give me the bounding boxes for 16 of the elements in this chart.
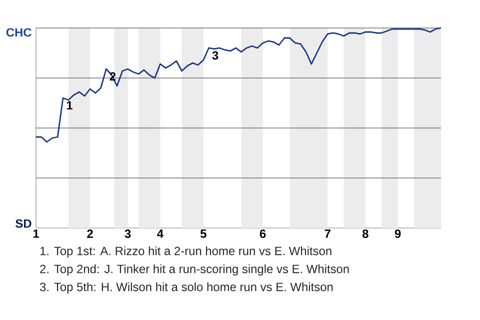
text: 3. Top 5th: H. Wilson hit a solo home run vs E. Whitson: [40, 282, 333, 294]
text: SD: [16, 219, 32, 228]
x-tick-label: 2: [87, 230, 93, 238]
text: 2. Top 2nd: J. Tinker hit a run-scoring single vs E. Whitson: [40, 264, 349, 276]
x-tick-label: 9: [394, 230, 401, 238]
text: 1. Top 1st: A. Rizzo hit a 2-run home run vs E. Whitson: [40, 246, 332, 258]
x-tick-label: 1: [33, 230, 39, 238]
x-tick-label: 5: [200, 230, 206, 238]
x-tick-label: 6: [260, 230, 266, 238]
x-tick-label: 8: [362, 230, 368, 238]
x-tick-label: 4: [157, 230, 164, 238]
x-tick-label: 7: [324, 230, 330, 238]
x-tick-label: 3: [124, 230, 131, 238]
text: CHC: [6, 28, 32, 37]
annotation: 3: [212, 51, 218, 60]
annotation: 1: [66, 101, 73, 110]
